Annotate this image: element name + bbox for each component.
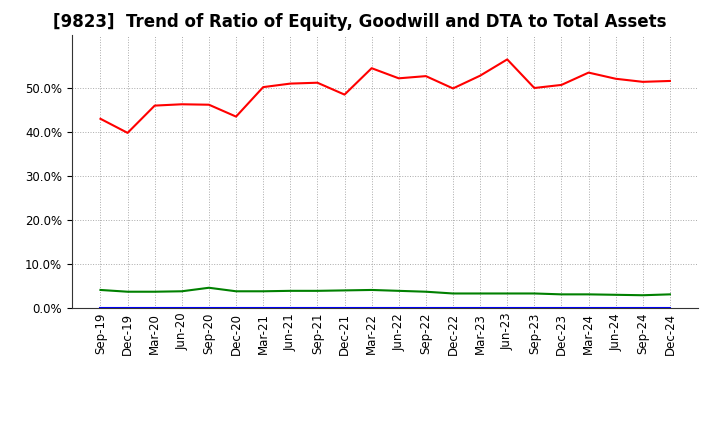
- Text: [9823]  Trend of Ratio of Equity, Goodwill and DTA to Total Assets: [9823] Trend of Ratio of Equity, Goodwil…: [53, 13, 667, 31]
- Goodwill: [639, 305, 647, 311]
- Equity: [395, 76, 403, 81]
- Equity: [150, 103, 159, 108]
- Goodwill: [476, 305, 485, 311]
- Equity: [557, 82, 566, 88]
- Deferred Tax Assets: [476, 291, 485, 296]
- Goodwill: [395, 305, 403, 311]
- Deferred Tax Assets: [123, 289, 132, 294]
- Equity: [96, 116, 105, 121]
- Goodwill: [503, 305, 511, 311]
- Goodwill: [178, 305, 186, 311]
- Equity: [232, 114, 240, 119]
- Equity: [341, 92, 349, 97]
- Deferred Tax Assets: [367, 287, 376, 293]
- Equity: [421, 73, 430, 79]
- Equity: [204, 102, 213, 107]
- Goodwill: [259, 305, 268, 311]
- Goodwill: [123, 305, 132, 311]
- Equity: [367, 66, 376, 71]
- Line: Deferred Tax Assets: Deferred Tax Assets: [101, 288, 670, 295]
- Equity: [286, 81, 294, 86]
- Deferred Tax Assets: [421, 289, 430, 294]
- Deferred Tax Assets: [150, 289, 159, 294]
- Equity: [665, 78, 674, 84]
- Goodwill: [367, 305, 376, 311]
- Equity: [449, 86, 457, 91]
- Equity: [178, 102, 186, 107]
- Goodwill: [96, 305, 105, 311]
- Goodwill: [341, 305, 349, 311]
- Equity: [530, 85, 539, 91]
- Deferred Tax Assets: [639, 293, 647, 298]
- Deferred Tax Assets: [611, 292, 620, 297]
- Goodwill: [557, 305, 566, 311]
- Equity: [584, 70, 593, 75]
- Deferred Tax Assets: [395, 288, 403, 293]
- Goodwill: [665, 305, 674, 311]
- Equity: [639, 79, 647, 84]
- Deferred Tax Assets: [557, 292, 566, 297]
- Deferred Tax Assets: [530, 291, 539, 296]
- Goodwill: [286, 305, 294, 311]
- Deferred Tax Assets: [665, 292, 674, 297]
- Equity: [503, 57, 511, 62]
- Goodwill: [232, 305, 240, 311]
- Deferred Tax Assets: [449, 291, 457, 296]
- Equity: [259, 84, 268, 90]
- Deferred Tax Assets: [204, 285, 213, 290]
- Deferred Tax Assets: [178, 289, 186, 294]
- Deferred Tax Assets: [584, 292, 593, 297]
- Deferred Tax Assets: [96, 287, 105, 293]
- Equity: [123, 130, 132, 136]
- Deferred Tax Assets: [286, 288, 294, 293]
- Goodwill: [449, 305, 457, 311]
- Line: Equity: Equity: [101, 59, 670, 133]
- Deferred Tax Assets: [313, 288, 322, 293]
- Goodwill: [611, 305, 620, 311]
- Deferred Tax Assets: [259, 289, 268, 294]
- Equity: [313, 80, 322, 85]
- Equity: [476, 73, 485, 78]
- Goodwill: [584, 305, 593, 311]
- Goodwill: [204, 305, 213, 311]
- Goodwill: [150, 305, 159, 311]
- Equity: [611, 76, 620, 81]
- Deferred Tax Assets: [341, 288, 349, 293]
- Goodwill: [421, 305, 430, 311]
- Goodwill: [313, 305, 322, 311]
- Deferred Tax Assets: [503, 291, 511, 296]
- Goodwill: [530, 305, 539, 311]
- Deferred Tax Assets: [232, 289, 240, 294]
